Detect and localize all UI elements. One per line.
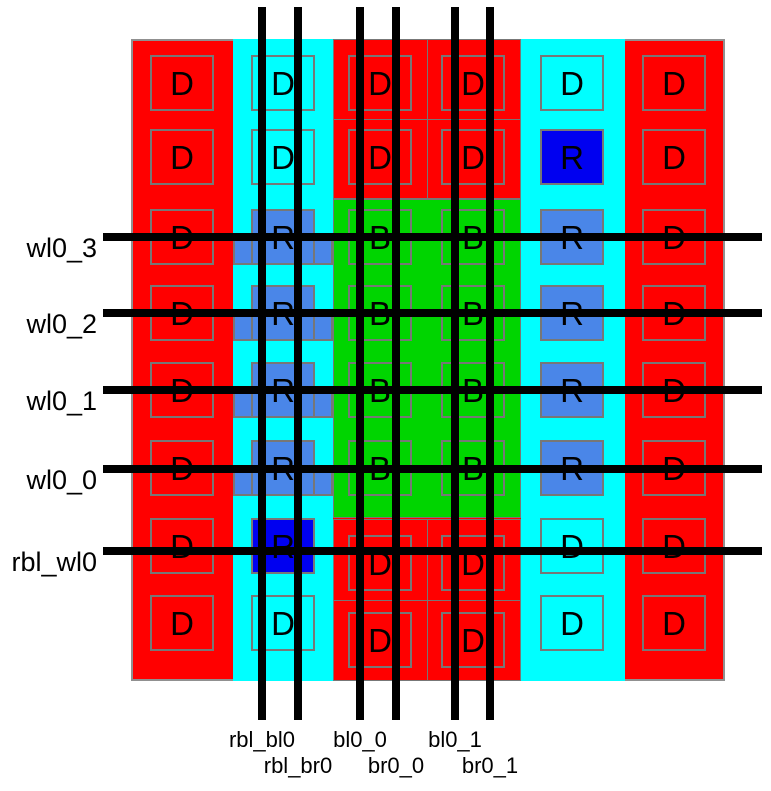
d-cell-r1c1: D: [251, 129, 315, 185]
cell-letter: D: [170, 527, 194, 565]
d-cell-r7c3: D: [441, 612, 505, 668]
d-cell-r0c1: D: [251, 55, 315, 111]
cell-letter: D: [461, 138, 485, 176]
cell-letter: D: [560, 604, 584, 642]
d-cell-r7c0: D: [150, 595, 214, 651]
bitline-label-bl0_0: bl0_0: [333, 727, 387, 752]
cell-letter: D: [170, 64, 194, 102]
wordline-wl0_3: [103, 233, 762, 241]
replica-column-left: [233, 39, 333, 681]
d-cell-r1c2: D: [348, 129, 412, 185]
bitline-bl0_0: [356, 7, 364, 720]
wordline-label-wl0_1: wl0_1: [26, 386, 97, 416]
bitline-rbl_bl0: [258, 7, 266, 720]
cell-letter: D: [560, 527, 584, 565]
d-cell-r6c5: D: [642, 518, 706, 574]
cell-letter: D: [170, 138, 194, 176]
bitline-label-br0_1: br0_1: [461, 753, 519, 778]
cell-letter: D: [461, 64, 485, 102]
cell-letter: D: [662, 604, 686, 642]
cell-letter: D: [368, 621, 392, 659]
cell-letter: D: [662, 138, 686, 176]
d-cell-r6c4: D: [540, 518, 604, 574]
cell-letter: D: [461, 621, 485, 659]
wordline-label-wl0_3: wl0_3: [26, 233, 97, 263]
cell-letter: R: [271, 527, 295, 565]
bitline-rbl_br0: [294, 7, 302, 720]
cell-letter: D: [368, 138, 392, 176]
bitline-label-bl0_1: bl0_1: [428, 727, 482, 752]
d-cell-r0c5: D: [642, 55, 706, 111]
wordline-wl0_2: [103, 309, 762, 317]
cell-letter: D: [271, 604, 295, 642]
d-cell-r7c4: D: [540, 595, 604, 651]
cell-letter: D: [271, 64, 295, 102]
wordline-rbl_wl0: [103, 547, 762, 555]
d-cell-r1c0: D: [150, 129, 214, 185]
d-cell-r1c3: D: [441, 129, 505, 185]
cell-letter: D: [662, 64, 686, 102]
wordline-label-wl0_2: wl0_2: [26, 309, 97, 339]
d-cell-r6c0: D: [150, 518, 214, 574]
wordline-label-rbl_wl0: rbl_wl0: [11, 547, 97, 577]
bitline-label-rbl_br0: rbl_br0: [263, 753, 333, 778]
r-cell-r1c4: R: [540, 129, 604, 185]
block-grid-line-v: [427, 520, 428, 680]
block-grid-line-v: [427, 40, 428, 198]
cell-letter: D: [368, 64, 392, 102]
d-cell-r0c0: D: [150, 55, 214, 111]
d-cell-r0c2: D: [348, 55, 412, 111]
bitline-br0_0: [392, 7, 400, 720]
wordline-label-wl0_0: wl0_0: [26, 465, 97, 495]
d-cell-r7c2: D: [348, 612, 412, 668]
bitline-label-br0_0: br0_0: [367, 753, 425, 778]
d-cell-r7c1: D: [251, 595, 315, 651]
wordline-wl0_0: [103, 465, 762, 473]
cell-letter: D: [170, 604, 194, 642]
d-cell-r7c5: D: [642, 595, 706, 651]
wordline-wl0_1: [103, 386, 762, 394]
bitline-br0_1: [486, 7, 494, 720]
d-cell-r0c3: D: [441, 55, 505, 111]
cell-letter: R: [560, 138, 584, 176]
bitline-label-rbl_bl0: rbl_bl0: [228, 727, 296, 752]
d-cell-r0c4: D: [540, 55, 604, 111]
cell-letter: D: [271, 138, 295, 176]
cell-letter: D: [560, 64, 584, 102]
cell-letter: D: [662, 527, 686, 565]
bitline-bl0_1: [451, 7, 459, 720]
d-cell-r1c5: D: [642, 129, 706, 185]
